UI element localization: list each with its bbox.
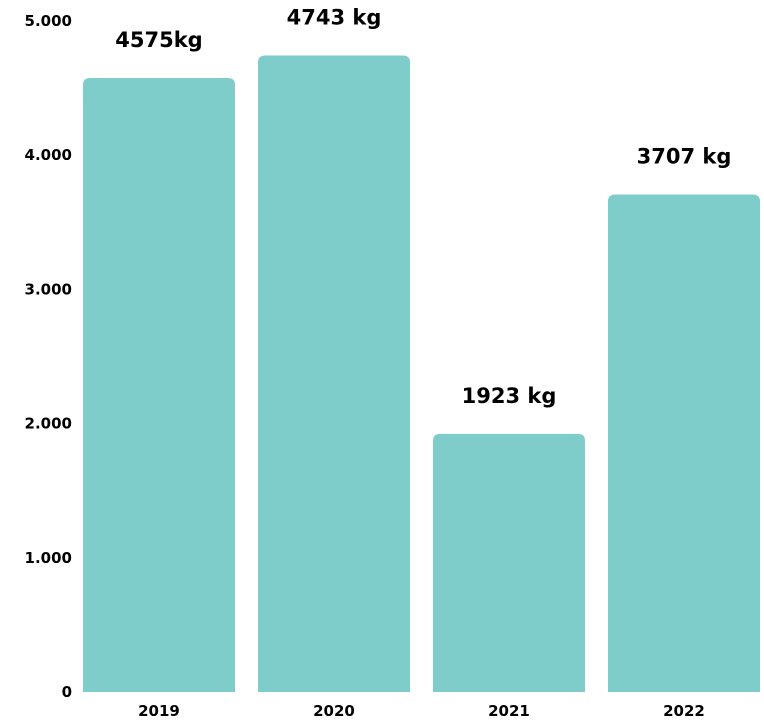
data-labels-group: 4575kg 4743 kg 1923 kg 3707 kg — [115, 5, 731, 407]
y-tick-label: 2.000 — [25, 415, 72, 433]
x-tick-label-2021: 2021 — [488, 702, 530, 720]
y-tick-label: 3.000 — [25, 280, 72, 298]
y-axis-ticks: 0 1.000 2.000 3.000 4.000 5.000 — [25, 12, 72, 701]
bar-2019 — [83, 78, 235, 692]
y-tick-label: 5.000 — [25, 12, 72, 30]
data-label-2022: 3707 kg — [637, 145, 732, 169]
x-axis-ticks: 2019 2020 2021 2022 — [138, 702, 705, 720]
bars-group — [83, 55, 760, 693]
bar-2020 — [258, 55, 410, 693]
y-tick-label: 4.000 — [25, 146, 72, 164]
data-label-2021: 1923 kg — [462, 384, 557, 408]
x-tick-label-2022: 2022 — [663, 702, 705, 720]
data-label-2020: 4743 kg — [287, 5, 382, 29]
y-tick-label: 0 — [62, 683, 72, 701]
data-label-2019: 4575kg — [115, 28, 202, 52]
bar-2022 — [608, 194, 760, 692]
x-tick-label-2019: 2019 — [138, 702, 180, 720]
y-tick-label: 1.000 — [25, 549, 72, 567]
bar-2021 — [433, 433, 585, 692]
x-tick-label-2020: 2020 — [313, 702, 355, 720]
